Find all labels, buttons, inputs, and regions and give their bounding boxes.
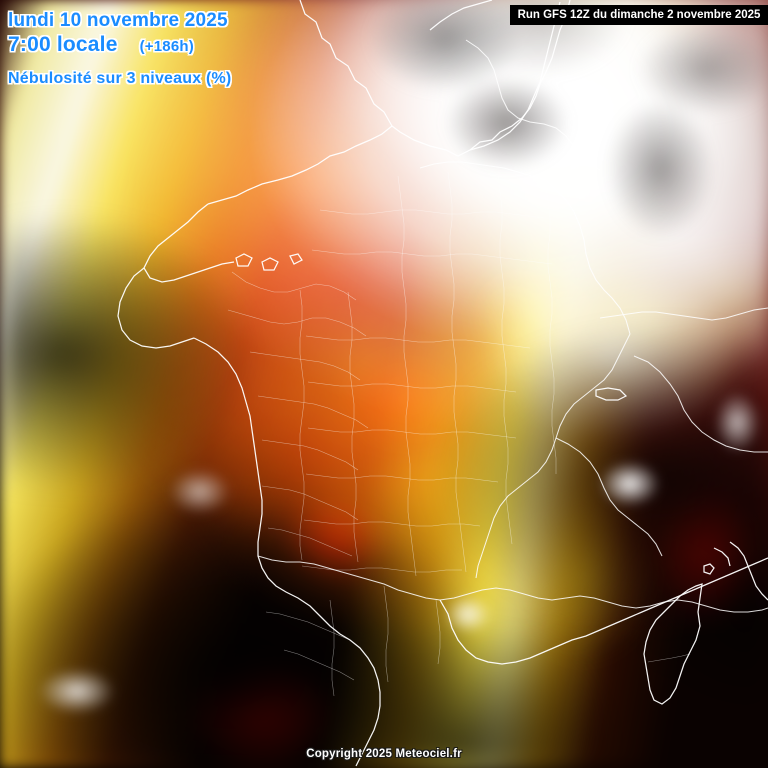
forecast-time-label: 7:00 locale	[8, 33, 118, 56]
coastline-england	[299, 0, 571, 157]
border-germany-switzerland	[599, 307, 768, 321]
border-france-germany	[555, 189, 631, 335]
border-france-spain	[257, 555, 768, 613]
model-run-bar: Run GFS 12Z du dimanche 2 novembre 2025	[510, 5, 768, 25]
coastline-elba	[703, 563, 715, 575]
coastline-brittany-south	[193, 337, 261, 487]
coastline-italy-northwest	[729, 541, 768, 601]
coastline-brittany-north	[143, 203, 235, 283]
forecast-parameter-label: Nébulosité sur 3 niveaux (%)	[8, 70, 232, 87]
copyright-label: Copyright 2025 Meteociel.fr	[306, 748, 462, 760]
border-france-italy	[555, 437, 663, 557]
department-boundaries	[227, 171, 557, 697]
border-corsica-departments	[647, 653, 691, 663]
coastline-benelux	[429, 0, 493, 31]
coastline-brittany-west	[117, 267, 195, 349]
coastline-england-south	[207, 125, 393, 205]
lake-geneva	[595, 387, 628, 401]
coastline-north-sea	[469, 1, 561, 151]
forecast-time-row: 7:00 locale (+186h)	[8, 33, 194, 57]
model-run-label: Run GFS 12Z du dimanche 2 novembre 2025	[517, 9, 761, 21]
coastline-channel-islands	[235, 253, 253, 267]
forecast-date-label: lundi 10 novembre 2025	[8, 10, 228, 31]
coastline-island-small	[261, 257, 279, 271]
border-belgium-netherlands	[465, 39, 601, 171]
coastline-corsica	[643, 583, 703, 705]
coastline-tuscany	[713, 547, 731, 567]
coastline-island-tiny	[289, 253, 303, 265]
coastline-mediterranean	[439, 557, 768, 665]
forecast-lead-time-label: (+186h)	[139, 38, 194, 55]
border-france-belgium	[419, 161, 557, 191]
border-switzerland-italy	[633, 355, 768, 453]
border-france-switzerland	[475, 333, 631, 579]
coastline-vendee-gironde	[257, 485, 381, 767]
